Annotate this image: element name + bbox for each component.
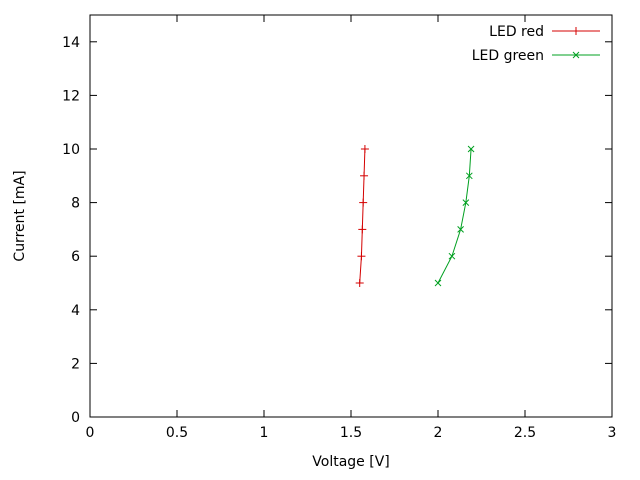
- plus-marker-icon: [357, 252, 366, 261]
- series-led-red: [355, 145, 369, 287]
- legend-label: LED red: [489, 24, 544, 40]
- plus-marker-icon: [359, 198, 368, 207]
- plus-marker-icon: [358, 225, 367, 234]
- x-axis-title: Voltage [V]: [312, 454, 390, 470]
- y-tick-label: 12: [62, 88, 80, 104]
- y-axis-ticks: [90, 41, 612, 418]
- x-axis-ticks: [89, 15, 613, 417]
- cross-marker-icon: [467, 145, 475, 153]
- plus-marker-icon: [360, 145, 369, 153]
- cross-marker-icon: [448, 252, 456, 260]
- cross-marker-icon: [465, 172, 473, 180]
- legend-label: LED green: [472, 48, 544, 64]
- cross-marker-icon: [434, 279, 442, 287]
- x-tick-label: 1.5: [340, 425, 362, 441]
- x-tick-label: 0: [86, 425, 95, 441]
- plot-frame: [89, 14, 613, 418]
- y-axis-title: Current [mA]: [12, 170, 28, 262]
- x-tick-label: 1: [260, 425, 269, 441]
- x-tick-label: 0.5: [166, 425, 188, 441]
- series-led-green: [434, 145, 475, 287]
- x-tick-label: 2: [434, 425, 443, 441]
- y-tick-label: 10: [62, 142, 80, 158]
- plus-marker-icon: [572, 27, 580, 35]
- y-tick-label: 14: [62, 35, 80, 51]
- y-tick-label: 2: [71, 356, 80, 372]
- plus-marker-icon: [355, 279, 364, 287]
- x-tick-label: 2.5: [514, 425, 536, 441]
- y-tick-label: 0: [71, 410, 80, 426]
- cross-marker-icon: [572, 51, 580, 59]
- y-tick-label: 6: [71, 249, 80, 265]
- cross-marker-icon: [462, 199, 470, 206]
- y-tick-label: 4: [71, 303, 80, 319]
- y-tick-label: 8: [71, 196, 80, 212]
- x-tick-label: 3: [608, 425, 617, 441]
- cross-marker-icon: [457, 226, 464, 233]
- plus-marker-icon: [360, 171, 369, 180]
- legend: LED red LED green: [472, 24, 600, 64]
